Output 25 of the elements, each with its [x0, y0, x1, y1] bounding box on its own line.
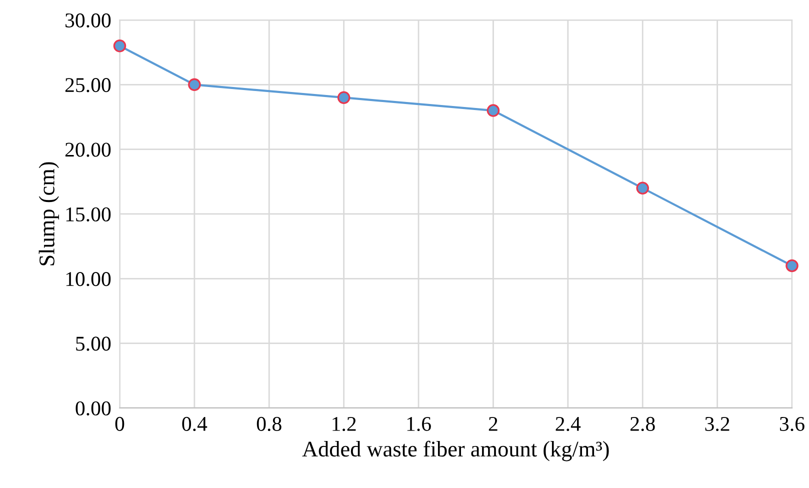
- x-tick-label: 2.4: [556, 416, 581, 432]
- x-tick-label: 2: [488, 416, 498, 431]
- y-tick-label: 25.00: [65, 78, 111, 92]
- point: [486, 104, 500, 117]
- y-tick-label: 10.00: [66, 272, 111, 286]
- point: [786, 259, 798, 272]
- point: [337, 91, 350, 104]
- y-axis-title: Slump (cm): [38, 162, 59, 266]
- x-axis-title: Added waste fiber amount (kg/m³): [302, 440, 609, 462]
- point: [113, 39, 126, 52]
- y-tick-label: 30.00: [66, 13, 111, 28]
- y-tick-label: 5.00: [76, 336, 111, 351]
- x-tick-label: 0: [115, 416, 124, 431]
- x-tick-label: 1.2: [332, 416, 356, 432]
- point: [636, 182, 650, 195]
- point: [188, 78, 201, 92]
- x-tick-label: 3.6: [780, 416, 804, 432]
- x-tick-label: 0.4: [182, 416, 208, 432]
- x-tick-label: 3.2: [705, 416, 730, 432]
- y-tick-label: 15.00: [66, 207, 111, 222]
- y-tick-label: 20.00: [65, 142, 111, 157]
- x-tick-label: 0.8: [256, 416, 282, 432]
- x-tick-label: 1.6: [407, 416, 431, 432]
- x-tick-label: 2.8: [630, 416, 655, 432]
- y-tick-label: 0.00: [76, 401, 111, 416]
